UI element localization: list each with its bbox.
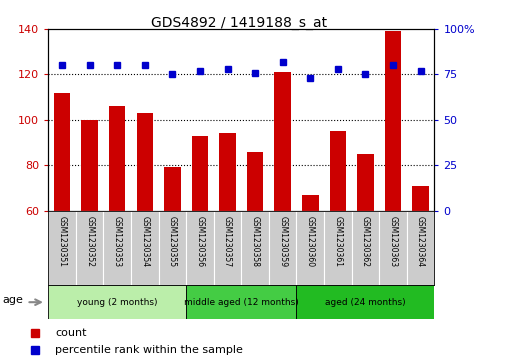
Text: middle aged (12 months): middle aged (12 months) <box>184 298 299 307</box>
Bar <box>379 211 407 285</box>
Bar <box>357 154 374 211</box>
Bar <box>302 195 319 211</box>
Bar <box>131 211 158 285</box>
Bar <box>214 211 241 285</box>
Bar <box>137 113 153 211</box>
Text: GSM1230354: GSM1230354 <box>140 216 149 268</box>
Bar <box>48 211 76 285</box>
Bar <box>54 93 70 211</box>
Bar <box>76 211 104 285</box>
Text: GSM1230361: GSM1230361 <box>333 216 342 268</box>
Text: percentile rank within the sample: percentile rank within the sample <box>55 345 243 355</box>
Text: GSM1230357: GSM1230357 <box>223 216 232 268</box>
Text: age: age <box>3 295 23 305</box>
Text: GSM1230351: GSM1230351 <box>57 216 67 268</box>
Text: GSM1230363: GSM1230363 <box>389 216 397 268</box>
Bar <box>412 185 429 211</box>
Bar <box>297 285 434 319</box>
Text: GDS4892 / 1419188_s_at: GDS4892 / 1419188_s_at <box>151 16 327 30</box>
Bar <box>324 211 352 285</box>
Text: GSM1230359: GSM1230359 <box>278 216 287 268</box>
Text: GSM1230353: GSM1230353 <box>113 216 122 268</box>
Bar <box>407 211 434 285</box>
Text: count: count <box>55 328 87 338</box>
Bar <box>385 31 401 211</box>
Bar <box>81 120 98 211</box>
Text: GSM1230355: GSM1230355 <box>168 216 177 268</box>
Text: GSM1230356: GSM1230356 <box>196 216 204 268</box>
Text: GSM1230360: GSM1230360 <box>306 216 315 268</box>
Bar <box>247 151 263 211</box>
Text: aged (24 months): aged (24 months) <box>325 298 406 307</box>
Text: GSM1230358: GSM1230358 <box>250 216 260 268</box>
Bar <box>330 131 346 211</box>
Text: GSM1230362: GSM1230362 <box>361 216 370 268</box>
Bar <box>109 106 125 211</box>
Bar <box>186 285 297 319</box>
Bar <box>192 136 208 211</box>
Bar <box>269 211 297 285</box>
Bar <box>186 211 214 285</box>
Text: GSM1230352: GSM1230352 <box>85 216 94 268</box>
Bar <box>158 211 186 285</box>
Bar <box>352 211 379 285</box>
Bar <box>219 133 236 211</box>
Bar <box>274 72 291 211</box>
Bar <box>104 211 131 285</box>
Bar <box>164 167 181 211</box>
Text: young (2 months): young (2 months) <box>77 298 157 307</box>
Bar <box>297 211 324 285</box>
Bar <box>241 211 269 285</box>
Bar <box>48 285 186 319</box>
Text: GSM1230364: GSM1230364 <box>416 216 425 268</box>
